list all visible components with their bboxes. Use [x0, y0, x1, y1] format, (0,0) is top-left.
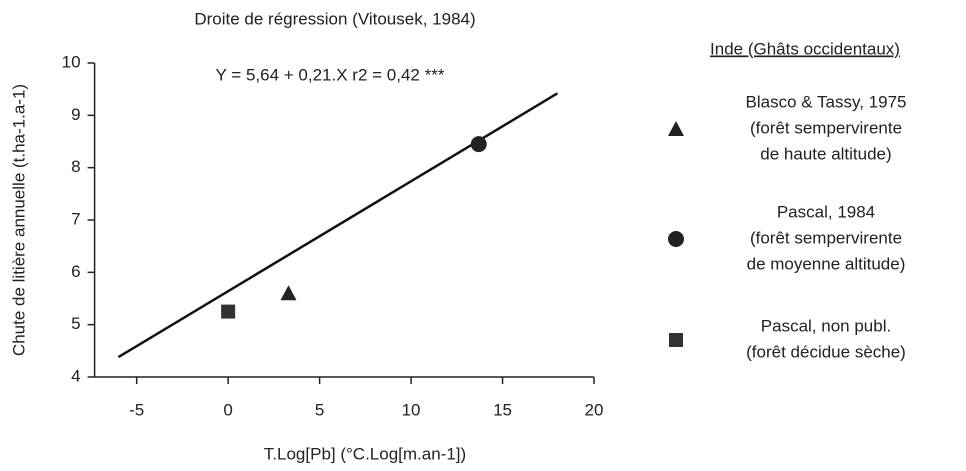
y-axis-label: Chute de litière annuelle (t.ha-1.a-1)	[9, 84, 28, 356]
y-tick-label: 9	[71, 105, 80, 124]
x-tick-label: 5	[315, 400, 324, 419]
x-tick-label: 15	[493, 400, 512, 419]
legend-marker	[668, 231, 684, 247]
y-tick-label: 4	[71, 366, 80, 385]
regression-line	[117, 92, 559, 359]
x-axis-label: T.Log[Pb] (°C.Log[m.an-1])	[264, 444, 466, 463]
x-tick-label: 10	[402, 400, 421, 419]
legend-description: (forêt décidue sèche)	[746, 342, 906, 361]
legend-description: de moyenne altitude)	[747, 254, 906, 273]
legend-description: (forêt sempervirente	[750, 228, 902, 247]
legend-marker	[669, 333, 683, 347]
y-tick-label: 6	[71, 262, 80, 281]
y-tick-label: 10	[62, 52, 81, 71]
y-tick-label: 5	[71, 314, 80, 333]
x-tick-label: -5	[129, 400, 144, 419]
equation: Y = 5,64 + 0,21.X r2 = 0,42 ***	[216, 65, 445, 84]
marker-triangle	[280, 285, 297, 301]
x-tick-label: 20	[585, 400, 604, 419]
legend-label: Pascal, 1984	[777, 202, 875, 221]
legend-label: Pascal, non publ.	[761, 316, 891, 335]
legend-label: Blasco & Tassy, 1975	[746, 92, 907, 111]
y-tick-label: 8	[71, 157, 80, 176]
legend-marker	[668, 121, 684, 136]
y-tick-label: 7	[71, 209, 80, 228]
x-tick-label: 0	[223, 400, 232, 419]
marker-square	[221, 304, 236, 319]
chart-title: Droite de régression (Vitousek, 1984)	[194, 9, 475, 28]
legend-description: (forêt sempervirente	[750, 118, 902, 137]
marker-circle	[470, 136, 487, 153]
legend-description: de haute altitude)	[760, 144, 891, 163]
legend-title: Inde (Ghâts occidentaux)	[710, 39, 900, 58]
